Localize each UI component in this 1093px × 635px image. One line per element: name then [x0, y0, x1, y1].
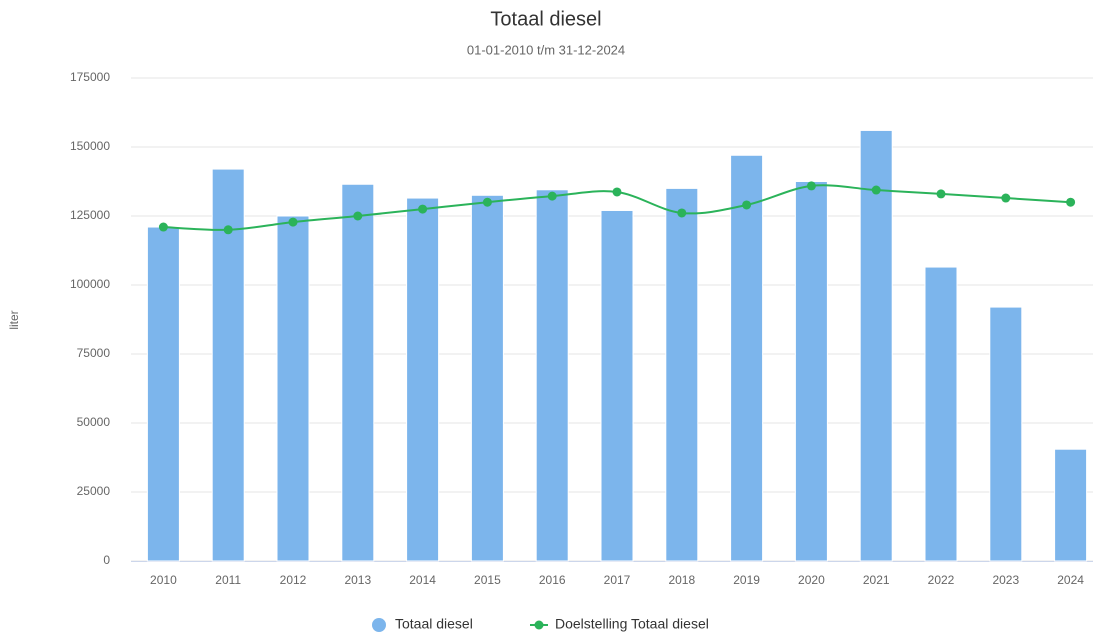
x-tick-label: 2011 — [215, 573, 241, 587]
line-point — [158, 222, 168, 232]
x-tick-label: 2022 — [928, 573, 955, 587]
x-tick-label: 2010 — [150, 573, 177, 587]
legend-symbol — [372, 618, 386, 632]
x-tick-label: 2021 — [863, 573, 890, 587]
x-tick-label: 2016 — [539, 573, 566, 587]
line-point — [547, 191, 557, 201]
bar — [146, 226, 180, 562]
legend-label: Totaal diesel — [395, 616, 473, 632]
y-tick-label: 150000 — [70, 139, 110, 153]
y-tick-label: 100000 — [70, 277, 110, 291]
y-tick-label: 0 — [103, 553, 110, 567]
x-tick-label: 2018 — [668, 573, 695, 587]
legend-symbol — [534, 620, 544, 630]
x-tick-label: 2020 — [798, 573, 825, 587]
chart-title: Totaal diesel — [490, 8, 601, 30]
bar — [730, 154, 764, 562]
x-tick-label: 2012 — [280, 573, 307, 587]
line-point — [612, 187, 622, 197]
line-point — [871, 185, 881, 195]
line-point — [482, 197, 492, 207]
line-point — [353, 211, 363, 221]
line-point — [1066, 197, 1076, 207]
line-point — [288, 217, 298, 227]
bar — [406, 197, 440, 562]
bar — [535, 189, 569, 562]
y-tick-label: 125000 — [70, 208, 110, 222]
bar — [665, 187, 699, 562]
y-tick-label: 25000 — [77, 484, 111, 498]
bar — [341, 183, 375, 562]
bar — [600, 209, 634, 562]
x-tick-label: 2015 — [474, 573, 501, 587]
line-point — [936, 189, 946, 199]
legend-label: Doelstelling Totaal diesel — [555, 616, 709, 632]
line-point — [742, 200, 752, 210]
bar — [794, 181, 828, 562]
line-point — [223, 225, 233, 235]
x-tick-label: 2019 — [733, 573, 760, 587]
line-point — [806, 181, 816, 191]
y-tick-label: 175000 — [70, 70, 110, 84]
bar — [924, 266, 958, 562]
chart-subtitle: 01-01-2010 t/m 31-12-2024 — [467, 42, 625, 57]
x-tick-label: 2013 — [344, 573, 371, 587]
bar — [989, 306, 1023, 562]
bar — [859, 129, 893, 562]
x-tick-label: 2014 — [409, 573, 436, 587]
bar — [470, 194, 504, 562]
line-point — [418, 204, 428, 214]
y-tick-label: 50000 — [77, 415, 111, 429]
bar — [276, 215, 310, 562]
bar — [1054, 448, 1088, 562]
y-axis-label: liter — [7, 310, 21, 329]
bar — [211, 168, 245, 562]
line-point — [677, 208, 687, 218]
x-tick-label: 2024 — [1057, 573, 1084, 587]
y-tick-label: 75000 — [77, 346, 111, 360]
x-tick-label: 2023 — [992, 573, 1019, 587]
x-tick-label: 2017 — [604, 573, 631, 587]
line-point — [1001, 193, 1011, 203]
